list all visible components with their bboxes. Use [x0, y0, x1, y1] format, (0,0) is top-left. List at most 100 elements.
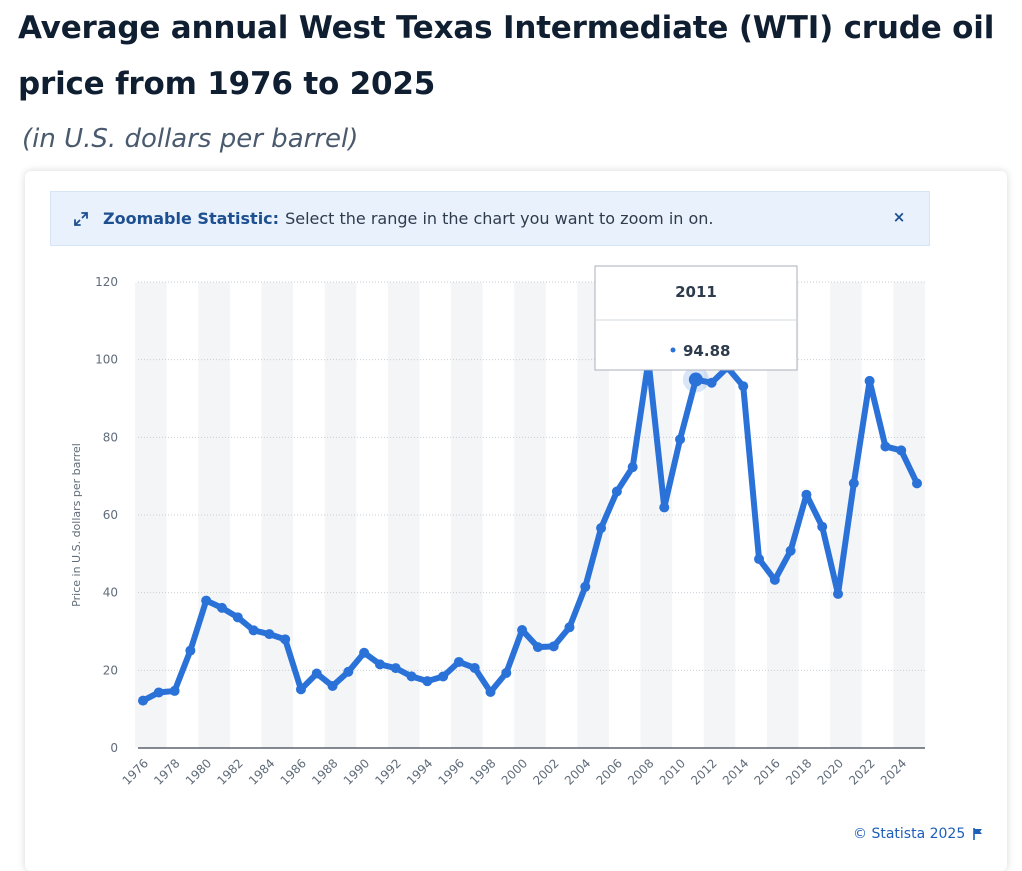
data-point[interactable] [817, 521, 828, 532]
data-point[interactable] [596, 523, 607, 534]
data-point[interactable] [801, 489, 812, 500]
y-tick-label: 100 [95, 353, 118, 367]
background-band [198, 282, 230, 748]
zoom-banner-title: Zoomable Statistic: [103, 209, 280, 228]
x-tick-label: 2002 [530, 756, 561, 787]
y-axis-label: Price in U.S. dollars per barrel [70, 443, 83, 607]
tooltip: 2011 94.88 [594, 265, 798, 371]
data-point[interactable] [580, 581, 591, 592]
data-point[interactable] [532, 642, 543, 653]
x-tick-label: 1990 [341, 756, 372, 787]
page-title: Average annual West Texas Intermediate (… [18, 10, 995, 102]
x-tick-label: 2022 [846, 756, 877, 787]
y-tick-label: 20 [103, 663, 118, 677]
x-tick-label: 2004 [562, 756, 593, 787]
zoom-banner: Zoomable Statistic: Select the range in … [50, 191, 930, 246]
data-point[interactable] [201, 595, 212, 606]
x-tick-label: 1996 [436, 756, 467, 787]
x-tick-label: 2000 [499, 756, 530, 787]
data-point[interactable] [688, 372, 703, 387]
data-point[interactable] [138, 695, 148, 706]
y-tick-label: 60 [103, 508, 118, 522]
data-point[interactable] [517, 625, 528, 636]
data-point[interactable] [453, 656, 464, 667]
data-point[interactable] [611, 486, 622, 497]
data-point[interactable] [311, 668, 322, 679]
data-point[interactable] [422, 676, 433, 687]
x-tick-label: 2024 [878, 756, 909, 787]
y-tick-label: 80 [103, 430, 118, 444]
data-point[interactable] [295, 684, 306, 695]
data-point[interactable] [769, 574, 780, 585]
data-point[interactable] [438, 671, 449, 682]
data-point[interactable] [280, 634, 291, 645]
x-tick-label: 1982 [214, 756, 245, 787]
data-point[interactable] [169, 685, 180, 696]
data-point[interactable] [848, 478, 859, 489]
x-tick-label: 1992 [372, 756, 403, 787]
data-point[interactable] [359, 647, 370, 658]
x-tick-label: 2018 [783, 756, 814, 787]
x-tick-label: 2020 [815, 756, 846, 787]
data-point[interactable] [896, 445, 907, 456]
data-point[interactable] [232, 612, 243, 623]
y-tick-label: 120 [95, 275, 118, 289]
close-banner-button[interactable]: × [892, 208, 906, 226]
data-point[interactable] [627, 462, 638, 473]
data-point[interactable] [564, 622, 575, 633]
y-tick-label: 0 [110, 741, 118, 755]
data-point[interactable] [153, 687, 164, 698]
tooltip-year: 2011 [675, 283, 717, 301]
tooltip-series-dot [670, 347, 676, 353]
data-point[interactable] [675, 434, 686, 445]
data-point[interactable] [833, 588, 844, 599]
data-point[interactable] [738, 381, 749, 392]
data-point[interactable] [374, 659, 385, 670]
data-point[interactable] [185, 645, 196, 656]
x-tick-label: 2014 [720, 756, 751, 787]
data-point[interactable] [864, 375, 875, 386]
data-point[interactable] [216, 602, 227, 613]
data-point[interactable] [754, 554, 765, 565]
tooltip-value: 94.88 [683, 342, 730, 360]
page-subtitle: (in U.S. dollars per barrel) [22, 124, 359, 154]
x-tick-label: 1994 [404, 756, 435, 787]
background-band [261, 282, 294, 748]
x-tick-label: 1976 [120, 756, 151, 787]
x-tick-label: 2012 [688, 756, 719, 787]
x-tick-label: 2006 [593, 756, 624, 787]
data-point[interactable] [390, 663, 401, 674]
data-point[interactable] [343, 666, 354, 677]
data-point[interactable] [264, 629, 275, 640]
background-band [514, 282, 546, 748]
data-point[interactable] [548, 641, 559, 652]
data-point[interactable] [912, 478, 922, 489]
x-tick-label: 2016 [751, 756, 782, 787]
expand-icon [74, 211, 88, 226]
data-point[interactable] [785, 545, 796, 556]
data-point[interactable] [485, 687, 496, 698]
data-point[interactable] [327, 680, 338, 691]
x-tick-label: 2010 [657, 756, 688, 787]
data-point[interactable] [469, 662, 480, 673]
data-point[interactable] [406, 671, 417, 682]
x-tick-label: 1988 [309, 756, 340, 787]
zoom-banner-text: Select the range in the chart you want t… [285, 209, 714, 228]
tooltip-box [594, 265, 798, 371]
data-point[interactable] [501, 667, 512, 678]
statista-credit[interactable]: © Statista 2025 [853, 826, 983, 842]
x-tick-label: 1986 [278, 756, 309, 787]
data-point[interactable] [880, 441, 891, 452]
x-tick-label: 1978 [151, 756, 182, 787]
data-point[interactable] [659, 502, 670, 513]
credit-text[interactable]: © Statista 2025 [853, 826, 966, 842]
background-band [830, 282, 862, 748]
x-tick-label: 1998 [467, 756, 498, 787]
x-tick-label: 1984 [246, 756, 277, 787]
y-tick-label: 40 [103, 586, 118, 600]
data-point[interactable] [706, 377, 717, 388]
flag-icon[interactable] [973, 828, 983, 840]
x-tick-label: 2008 [625, 756, 656, 787]
data-point[interactable] [248, 625, 259, 636]
